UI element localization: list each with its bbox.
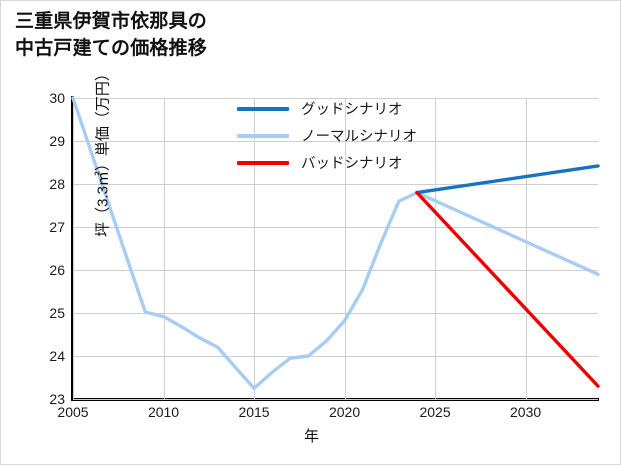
y-tick-27: 27 bbox=[49, 219, 65, 235]
gridline-x-2015 bbox=[254, 98, 256, 399]
y-tick-29: 29 bbox=[49, 133, 65, 149]
y-tick-25: 25 bbox=[49, 305, 65, 321]
legend-swatch-0 bbox=[237, 106, 289, 111]
series-line-1 bbox=[71, 96, 600, 390]
x-tick-2010: 2010 bbox=[147, 404, 180, 420]
x-tick-2020: 2020 bbox=[328, 404, 361, 420]
gridline-x-2010 bbox=[163, 98, 165, 399]
legend-label-1: ノーマルシナリオ bbox=[301, 129, 417, 145]
y-tick-28: 28 bbox=[49, 176, 65, 192]
legend-item-0[interactable]: グッドシナリオ bbox=[237, 95, 467, 122]
x-tick-2025: 2025 bbox=[419, 404, 451, 420]
legend-label-0: グッドシナリオ bbox=[301, 102, 403, 118]
y-axis-title: 坪（3.3㎡）単価（万円） bbox=[94, 66, 112, 237]
y-axis-spine bbox=[71, 96, 74, 401]
x-axis-title: 年 bbox=[303, 428, 319, 445]
legend-swatch-1 bbox=[237, 133, 289, 138]
gridline-x-2030 bbox=[525, 98, 527, 399]
gridline-y-23 bbox=[73, 399, 598, 400]
x-tick-2030: 2030 bbox=[510, 404, 542, 420]
gridline-y-24 bbox=[73, 356, 598, 357]
x-tick-2005: 2005 bbox=[57, 404, 89, 420]
gridline-x-2020 bbox=[344, 98, 346, 399]
legend-swatch-2 bbox=[237, 160, 289, 165]
legend-item-2[interactable]: バッドシナリオ bbox=[237, 149, 467, 176]
gridline-x-2025 bbox=[435, 98, 437, 399]
gridline-y-30 bbox=[73, 98, 598, 99]
gridline-y-29 bbox=[73, 141, 598, 142]
gridline-y-26 bbox=[73, 270, 598, 271]
x-tick-2015: 2015 bbox=[238, 404, 270, 420]
series-lines bbox=[71, 96, 600, 390]
chart-title: 三重県伊賀市依那具の 中古戸建ての価格推移 bbox=[15, 11, 208, 59]
series-line-2 bbox=[415, 190, 600, 388]
y-tick-30: 30 bbox=[49, 90, 65, 106]
gridline-x-2005 bbox=[73, 98, 74, 399]
legend-item-1[interactable]: ノーマルシナリオ bbox=[237, 122, 467, 149]
y-tick-24: 24 bbox=[49, 348, 65, 364]
series-line-0 bbox=[415, 164, 600, 195]
plot-area bbox=[71, 96, 600, 400]
legend-label-2: バッドシナリオ bbox=[301, 156, 403, 172]
y-tick-26: 26 bbox=[49, 262, 65, 278]
gridline-y-25 bbox=[73, 313, 598, 314]
gridline-y-28 bbox=[73, 184, 598, 185]
gridline-y-27 bbox=[73, 227, 598, 228]
chart-legend: グッドシナリオ ノーマルシナリオ バッドシナリオ bbox=[237, 95, 467, 176]
